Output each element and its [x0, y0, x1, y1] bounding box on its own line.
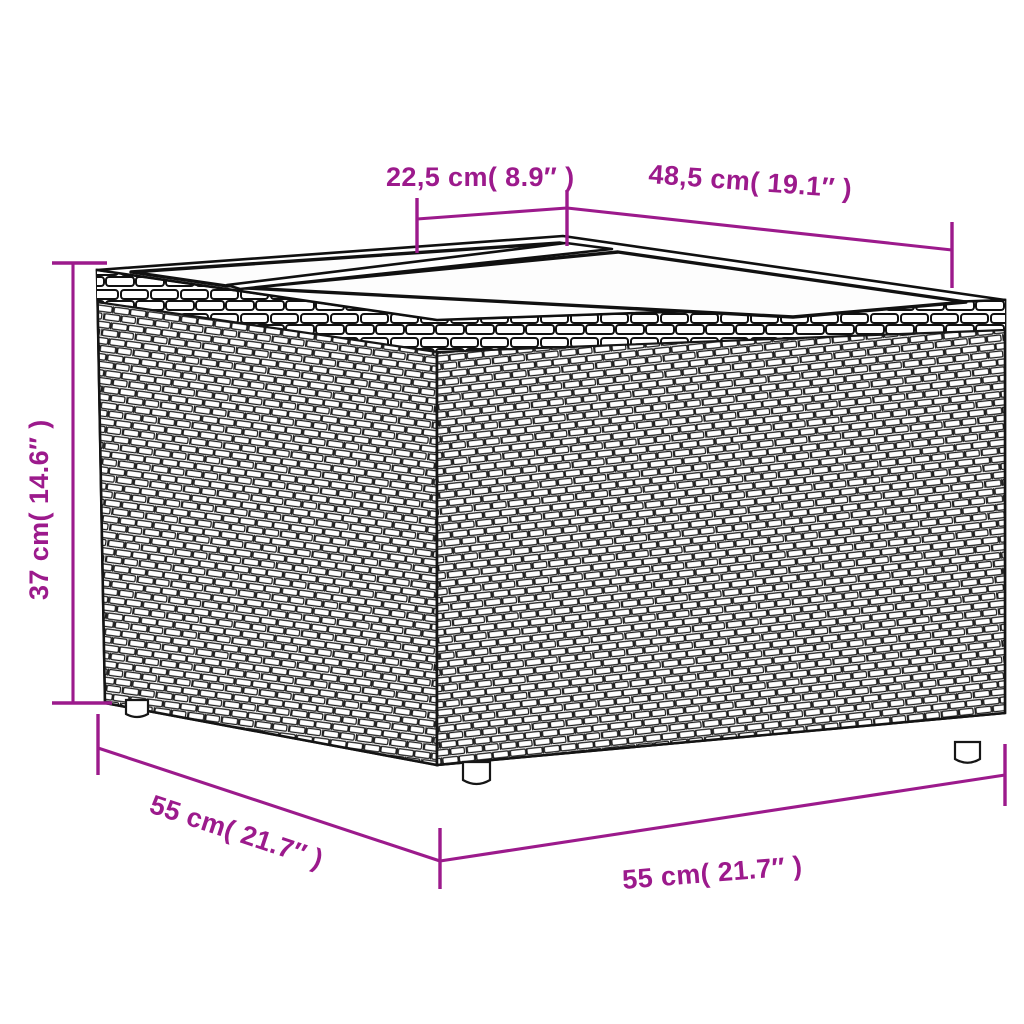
dimension-line-top-left — [416, 206, 568, 221]
dimension-label-top-left: 22,5 cm( 8.9″ ) — [386, 162, 575, 192]
dimension-line-top-right — [566, 206, 953, 252]
dimension-label-depth: 55 cm( 21.7″ ) — [146, 789, 327, 874]
table-body — [95, 234, 1007, 786]
foot-front-right — [953, 740, 982, 764]
dimension-line-width — [439, 773, 1006, 863]
foot-front-left — [461, 760, 492, 786]
table-left-face — [95, 268, 439, 767]
table-feet — [124, 698, 982, 786]
dimension-width-group: 55 cm( 21.7″ ) — [439, 744, 1007, 895]
dimension-height-group: 37 cm( 14.6″ ) — [24, 261, 112, 705]
foot-back-left — [124, 698, 150, 719]
table-front-face — [435, 298, 1007, 767]
dimension-label-width: 55 cm( 21.7″ ) — [621, 851, 803, 895]
dimension-label-height: 37 cm( 14.6″ ) — [24, 419, 54, 600]
dimension-label-top-right: 48,5 cm( 19.1″ ) — [648, 159, 854, 204]
dimension-line-depth — [97, 746, 441, 863]
top-panel-divider — [225, 241, 614, 291]
